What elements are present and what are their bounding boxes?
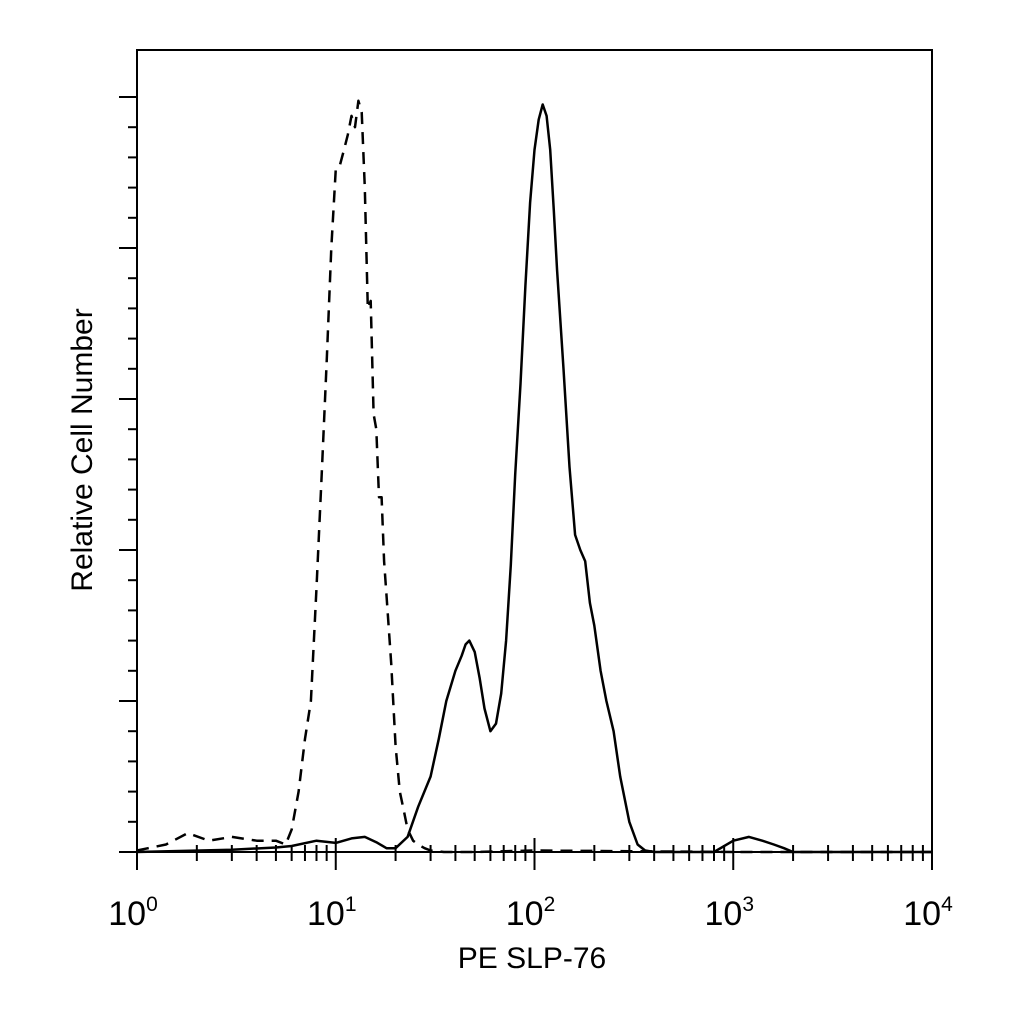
- x-tick-label: 104: [903, 893, 953, 933]
- tick-labels: 100 101 102 103 104: [108, 893, 953, 933]
- x-tick-label: 102: [506, 893, 556, 933]
- y-axis-title: Relative Cell Number: [66, 308, 99, 591]
- histogram-solid-series: [136, 103, 932, 854]
- x-tick-label: 103: [704, 893, 754, 933]
- x-tick-label: 101: [307, 893, 357, 933]
- x-tick-label: 100: [108, 893, 158, 933]
- series-layer: [136, 99, 932, 854]
- x-axis-title: PE SLP-76: [458, 942, 606, 975]
- histogram-dashed-series: [136, 99, 932, 854]
